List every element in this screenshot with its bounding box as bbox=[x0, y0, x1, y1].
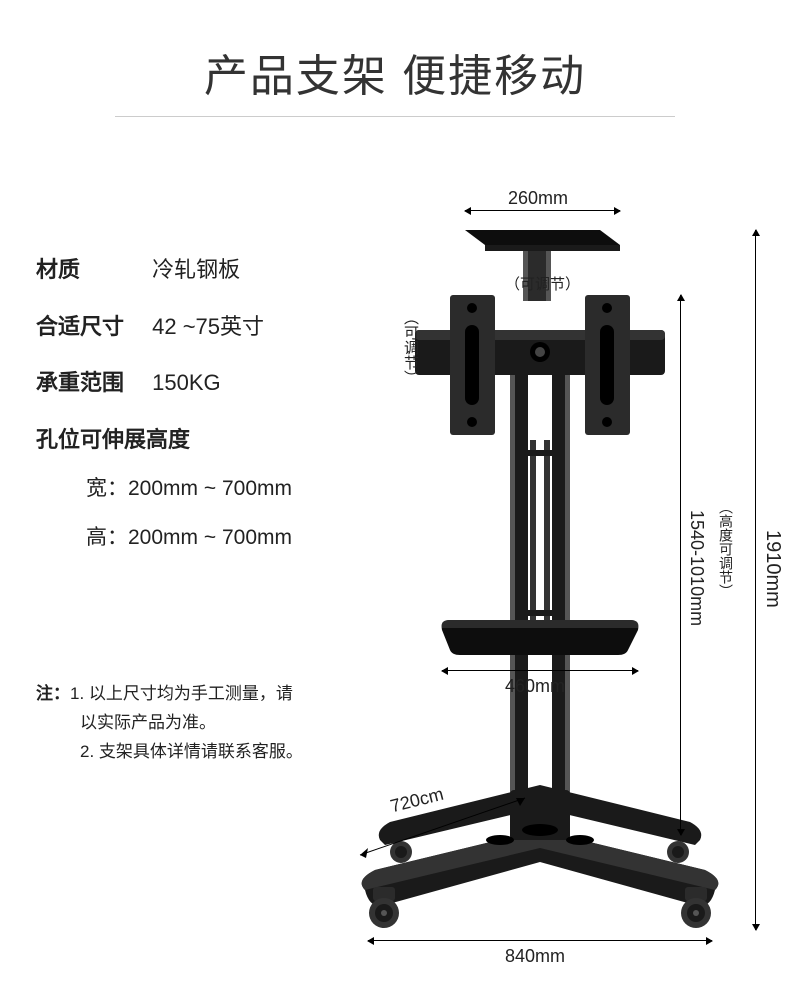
spec-row-load: 承重范围 150KG bbox=[36, 358, 292, 409]
product-diagram: 260mm （可调节） （可调节） 460mm 720cm 840mm 1540… bbox=[360, 190, 780, 970]
dim-top-shelf: 260mm bbox=[508, 188, 568, 209]
dim-line-mid-shelf bbox=[442, 670, 638, 671]
dim-line-base-width bbox=[368, 940, 712, 941]
dim-line-height-range bbox=[680, 295, 681, 835]
spec-hole-width: 宽：200mm ~ 700mm bbox=[36, 465, 292, 513]
adj-label-top: （可调节） bbox=[505, 273, 580, 294]
spec-hole-height: 高：200mm ~ 700mm bbox=[36, 514, 292, 562]
spec-row-size: 合适尺寸 42 ~75英寸 bbox=[36, 302, 292, 353]
dim-line-total-height bbox=[755, 230, 756, 930]
page-title: 产品支架 便捷移动 bbox=[0, 0, 790, 104]
spec-label: 合适尺寸 bbox=[36, 302, 136, 353]
note-line: 以实际产品为准。 bbox=[36, 709, 303, 738]
dim-total-height: 1910mm bbox=[761, 530, 784, 608]
notes-panel: 注：1. 以上尺寸均为手工测量，请 以实际产品为准。 2. 支架具体详情请联系客… bbox=[36, 680, 303, 767]
dim-mid-shelf: 460mm bbox=[505, 676, 565, 697]
spec-label: 材质 bbox=[36, 245, 136, 296]
spec-value: 150KG bbox=[152, 370, 221, 395]
spec-label: 承重范围 bbox=[36, 358, 136, 409]
note-line: 注：1. 以上尺寸均为手工测量，请 bbox=[36, 680, 303, 709]
note-line: 2. 支架具体详情请联系客服。 bbox=[36, 738, 303, 767]
note-prefix: 注： bbox=[36, 684, 70, 703]
spec-row-material: 材质 冷轧钢板 bbox=[36, 245, 292, 296]
spec-value: 42 ~75英寸 bbox=[152, 314, 264, 339]
note-text: 1. 以上尺寸均为手工测量，请 bbox=[70, 684, 293, 703]
dim-base-width: 840mm bbox=[505, 946, 565, 967]
dim-line-base-depth bbox=[350, 780, 550, 870]
adj-label-left: （可调节） bbox=[400, 310, 421, 385]
spec-value: 冷轧钢板 bbox=[152, 257, 240, 282]
specs-panel: 材质 冷轧钢板 合适尺寸 42 ~75英寸 承重范围 150KG 孔位可伸展高度… bbox=[36, 245, 292, 562]
dim-line-top-shelf bbox=[465, 210, 620, 211]
title-underline bbox=[115, 116, 675, 117]
dim-height-range: 1540-1010mm bbox=[686, 510, 707, 626]
spec-hole-title: 孔位可伸展高度 bbox=[36, 415, 292, 466]
adj-label-height: （高度可调节） bbox=[716, 500, 736, 598]
